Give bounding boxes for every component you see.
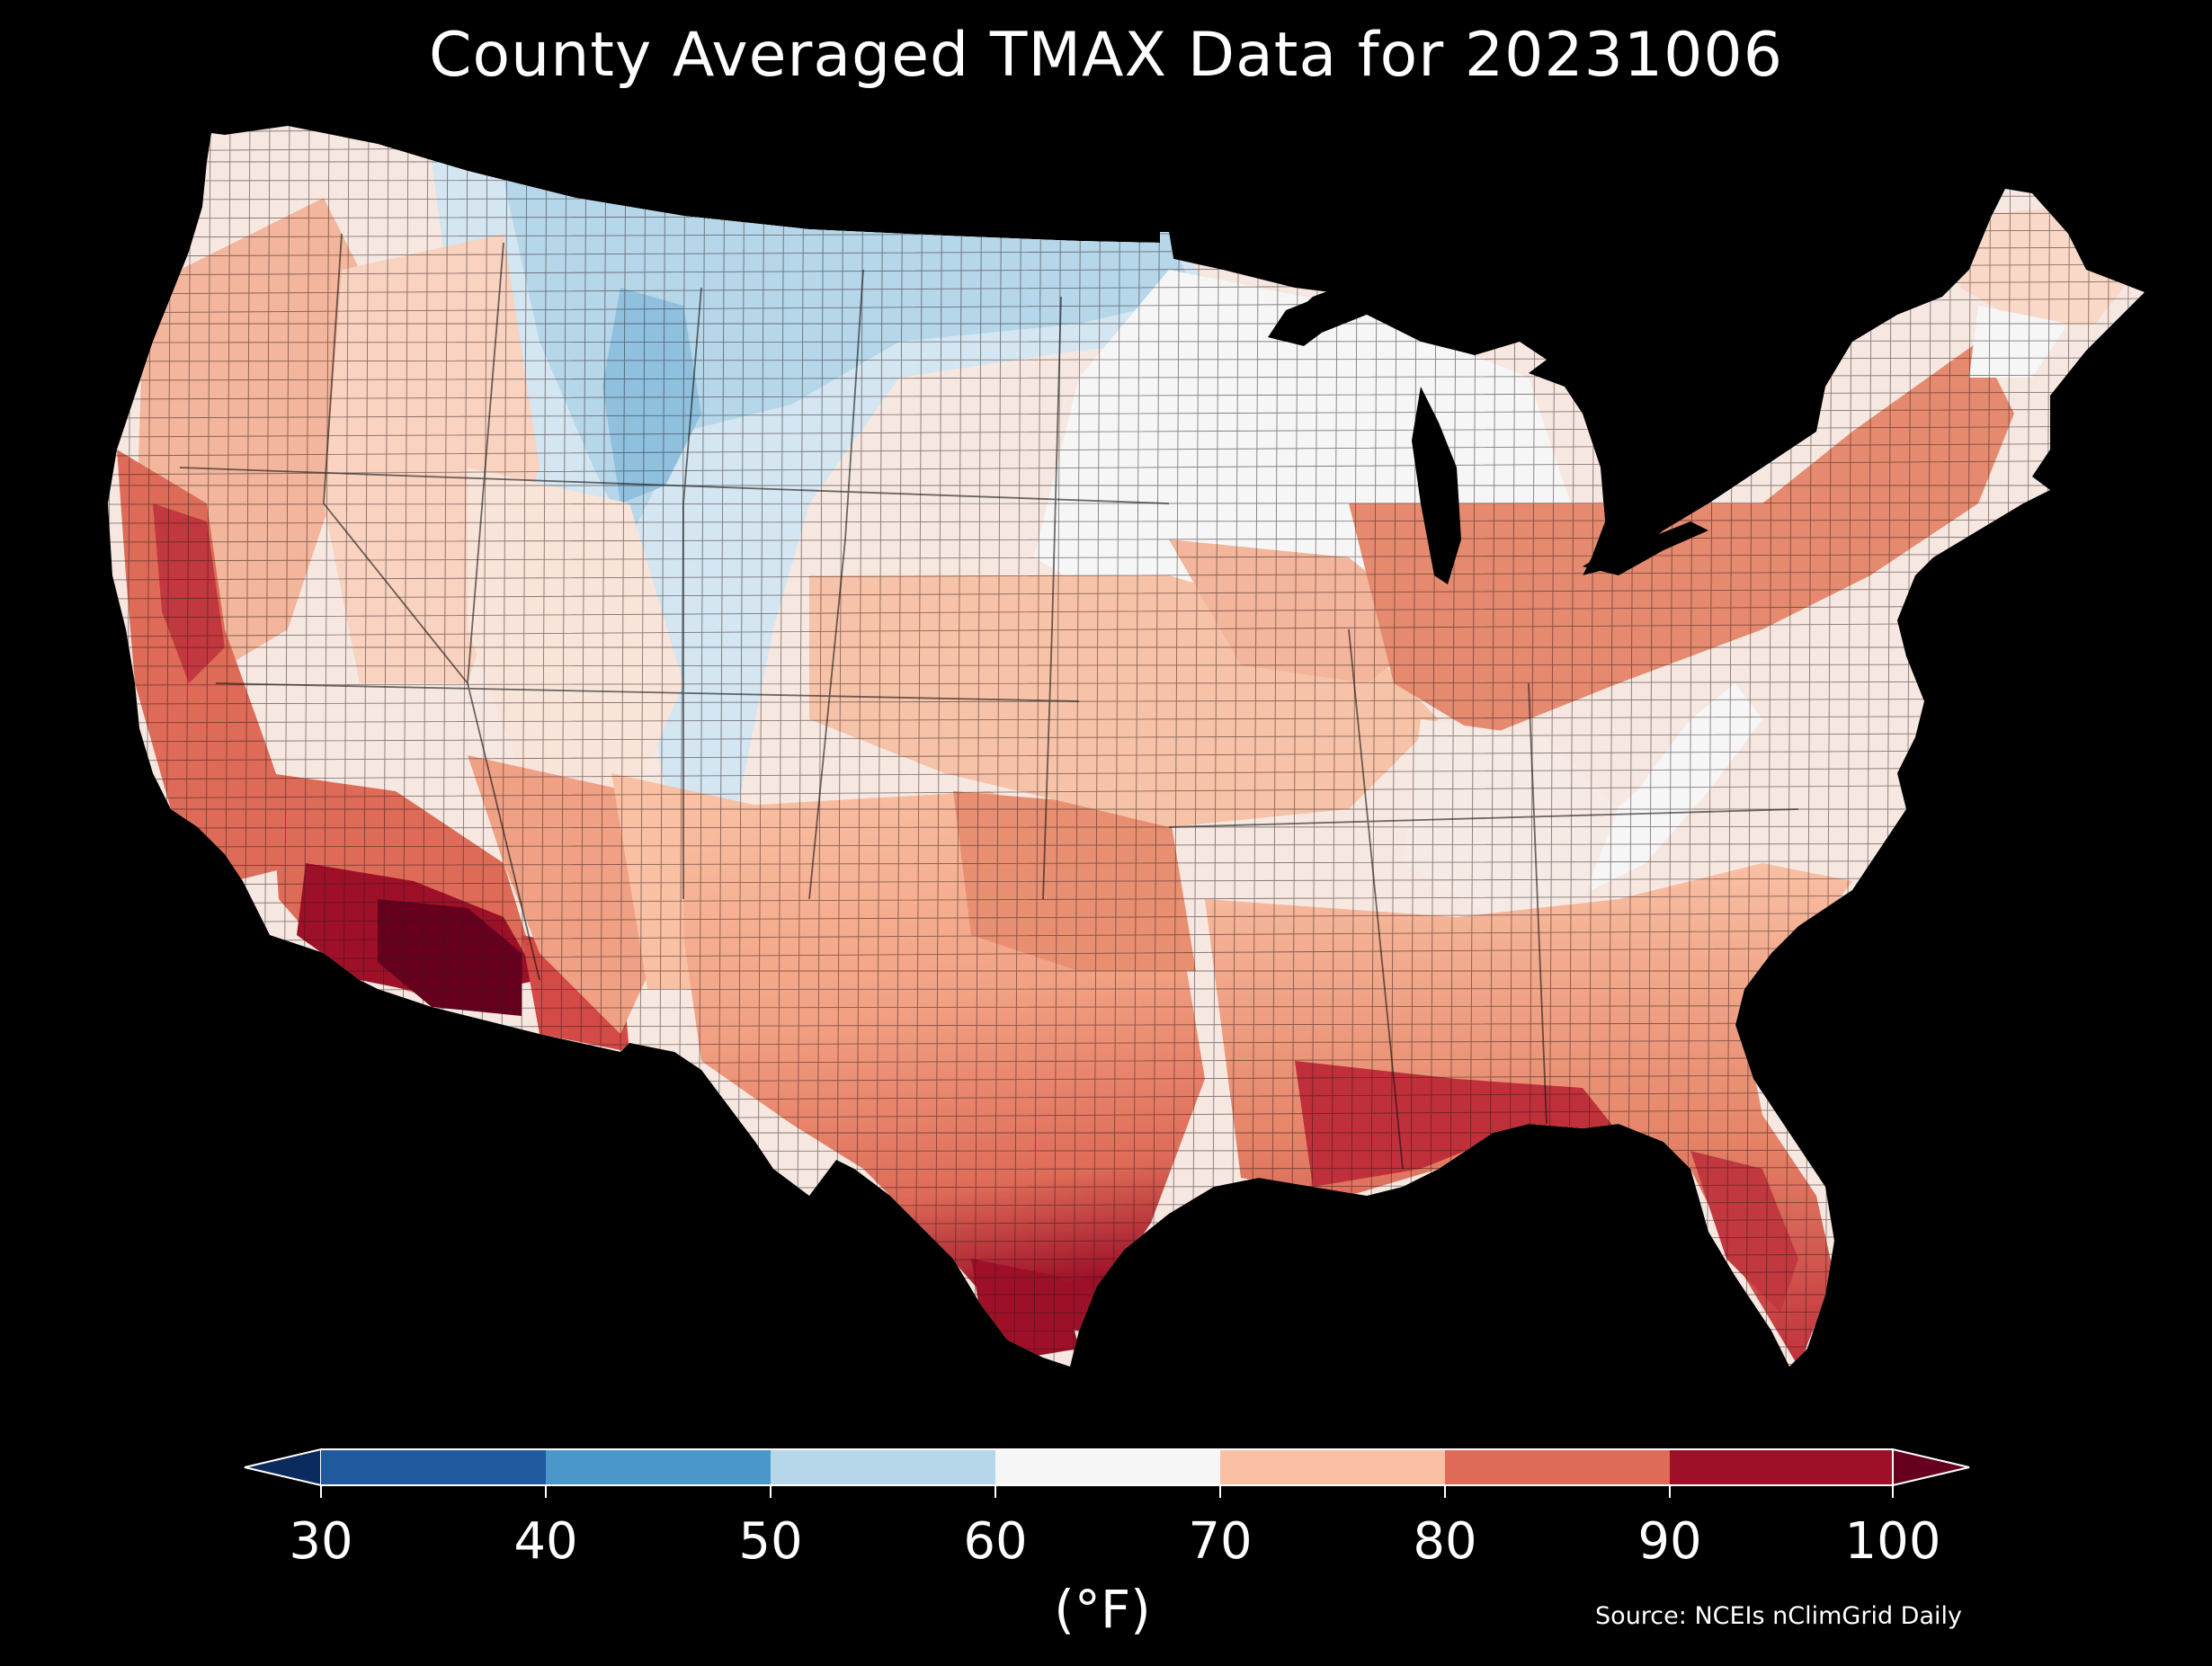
colorbar-under-arrow (244, 1448, 322, 1487)
colorbar-tick-label: 70 (1188, 1512, 1253, 1571)
colorbar-bin-70-80 (1220, 1449, 1445, 1485)
colorbar-bin-60-70 (995, 1449, 1220, 1485)
colorbar-bin-90-100 (1670, 1449, 1893, 1485)
colorbar-tick-label: 60 (963, 1512, 1028, 1571)
great-lakes (1268, 283, 1708, 584)
colorbar-ticks (320, 1485, 1894, 1498)
colorbar-bin-40-50 (546, 1449, 771, 1485)
source-credit: Source: NCEIs nClimGrid Daily (1595, 1602, 1962, 1630)
colorbar-outline (321, 1448, 1893, 1486)
map-title: County Averaged TMAX Data for 20231006 (429, 20, 1783, 91)
state-borders (179, 233, 1799, 1170)
colorbar-tick-label: 50 (738, 1512, 803, 1571)
colorbar-over-arrow (1892, 1448, 1970, 1487)
colorbar-tick-label: 30 (289, 1512, 353, 1571)
colorbar-bin-50-60 (771, 1449, 995, 1485)
colorbar-tick-label: 90 (1637, 1512, 1702, 1571)
colorbar-bin-30-40 (321, 1449, 546, 1485)
units-text: (°F) (1054, 1579, 1151, 1640)
colorbar-tick-label: 100 (1844, 1512, 1941, 1571)
colorbar-bin-80-90 (1445, 1449, 1670, 1485)
colorbar-tick-label: 80 (1413, 1512, 1477, 1571)
colorbar-tick-label: 40 (513, 1512, 578, 1571)
colorbar-units-label: (°F) (0, 1579, 2210, 1640)
